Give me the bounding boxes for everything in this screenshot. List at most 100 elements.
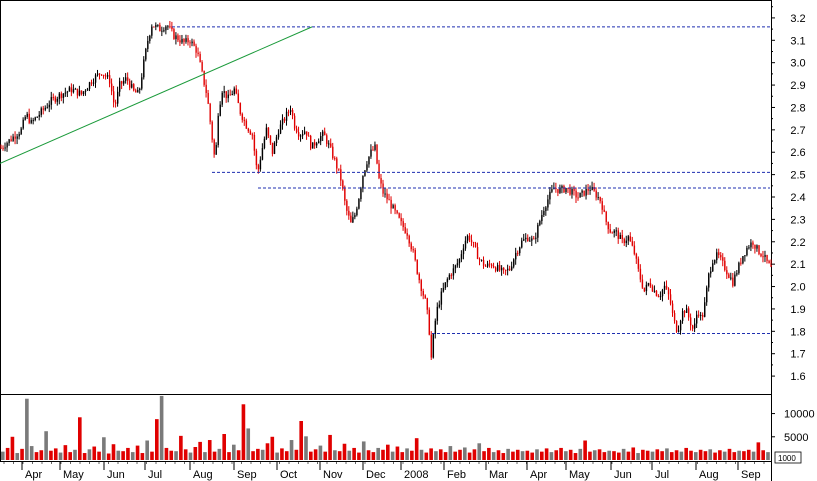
price-bar-body <box>559 188 561 193</box>
price-bar-body <box>293 115 296 129</box>
price-bar-body <box>448 274 451 280</box>
price-bar-body <box>215 144 217 155</box>
volume-bar <box>34 452 39 460</box>
volume-bar <box>164 447 169 460</box>
price-bar-body <box>434 320 437 334</box>
volume-bar <box>746 449 751 460</box>
month-label: Mar <box>489 469 508 481</box>
volume-bar <box>525 450 530 460</box>
volume-bar <box>20 448 24 460</box>
price-bar-body <box>527 237 529 241</box>
price-bar-body <box>484 265 487 267</box>
price-bar-body <box>746 247 748 256</box>
price-bar-body <box>563 185 565 193</box>
price-bar-body <box>629 236 632 242</box>
price-bar-body <box>213 139 215 155</box>
price-bar-body <box>613 230 615 233</box>
price-bar-body <box>408 235 410 244</box>
price-bar-body <box>277 133 280 138</box>
price-bar-body <box>62 93 65 98</box>
volume-bar <box>540 451 544 460</box>
month-label: Sep <box>741 469 761 481</box>
price-bar-body <box>517 252 519 254</box>
price-bar-body <box>297 132 300 137</box>
price-bar-body <box>571 188 573 195</box>
volume-bar <box>655 449 660 460</box>
price-bar-body <box>350 215 352 223</box>
price-panel-frame <box>0 0 772 395</box>
price-tick-label: 2.1 <box>790 259 805 271</box>
month-label: Apr <box>25 469 42 481</box>
volume-bar <box>419 449 424 460</box>
price-bar-body <box>88 82 91 89</box>
price-bar-body <box>728 274 730 278</box>
volume-bar <box>660 451 664 460</box>
price-bar-body <box>561 185 563 189</box>
month-label: Jul <box>655 469 669 481</box>
price-bar-body <box>438 304 441 307</box>
price-bar-body <box>691 325 694 329</box>
price-bar-body <box>255 150 258 166</box>
price-bar-body <box>269 135 272 143</box>
volume-bar <box>78 417 82 460</box>
price-bar-body <box>738 262 740 274</box>
volume-bar <box>621 448 626 460</box>
price-bar-body <box>591 186 593 190</box>
volume-bar <box>722 451 727 460</box>
price-bar-body <box>30 120 32 123</box>
volume-bar <box>111 444 116 460</box>
price-bar-body <box>370 149 372 157</box>
price-bar-body <box>474 242 477 248</box>
price-bar-body <box>104 75 107 77</box>
price-bar-body <box>310 135 312 149</box>
price-bar-body <box>281 118 284 125</box>
volume-bar <box>727 448 732 460</box>
price-bar-body <box>482 259 485 266</box>
price-bar-body <box>366 164 368 171</box>
price-bar-body <box>129 80 131 88</box>
price-bar-body <box>708 273 710 288</box>
price-bar-body <box>283 118 286 121</box>
price-bar-body <box>637 258 640 269</box>
volume-bar <box>390 451 395 460</box>
price-bar-body <box>127 77 129 81</box>
month-label: Oct <box>280 469 297 481</box>
price-bar-body <box>96 73 99 76</box>
volume-bar <box>467 452 472 460</box>
volume-bar <box>44 431 48 460</box>
volume-bar <box>511 451 515 460</box>
price-bar-body <box>273 143 276 154</box>
volume-bar <box>766 452 770 460</box>
price-bar-body <box>599 197 601 202</box>
volume-bar <box>140 453 145 460</box>
price-bar-body <box>195 45 197 53</box>
volume-bar <box>155 419 159 460</box>
volume-bar <box>564 451 568 460</box>
price-bar-body <box>689 317 692 326</box>
price-bar-body <box>346 200 348 211</box>
price-bar-body <box>58 93 61 99</box>
volume-bar <box>333 450 337 460</box>
price-bar-body <box>770 263 772 267</box>
price-bar-body <box>211 121 213 140</box>
volume-bar <box>29 446 34 460</box>
price-bar-body <box>428 309 431 335</box>
volume-bar <box>222 434 226 460</box>
price-bar-body <box>356 208 358 216</box>
price-bar-body <box>577 197 579 199</box>
price-bar-body <box>20 128 22 135</box>
volume-bar <box>260 449 265 460</box>
price-bar-body <box>605 211 607 222</box>
price-bar-body <box>108 75 111 84</box>
price-bar-body <box>123 80 125 84</box>
price-bar-body <box>553 187 555 190</box>
price-bar-body <box>241 113 244 120</box>
price-bar-body <box>66 91 69 93</box>
volume-bar <box>549 452 554 460</box>
price-bar-body <box>0 147 2 149</box>
volume-bar <box>347 450 352 460</box>
volume-bar <box>130 452 135 460</box>
volume-bar <box>448 446 453 460</box>
volume-bar <box>179 435 183 460</box>
